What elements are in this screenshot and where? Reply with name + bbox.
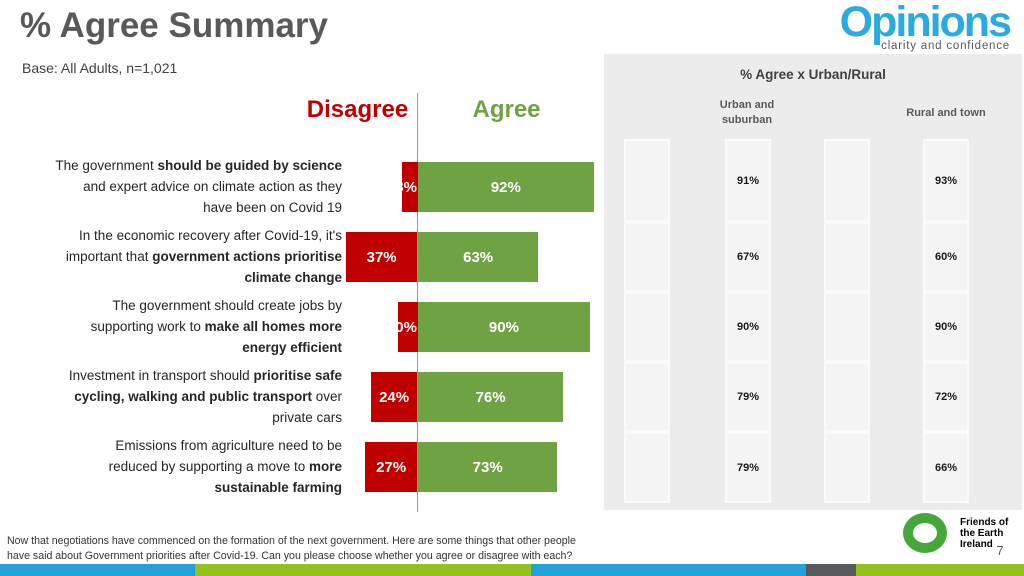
footer-strip-segment [856,564,1024,576]
statement-text: The government should be guided by scien… [2,155,342,218]
footer-strip-segment [0,564,195,576]
footer-strip-segment [531,564,806,576]
statement-segment: more [308,459,342,474]
statement-segment: reduced by supporting a move to [108,459,309,474]
statement-segment: cycling, walking and public transport [74,389,312,404]
statement-segment: Emissions from agriculture need to be [115,438,342,453]
disagree-bar: 8% [395,162,418,212]
footer-strip-segment [195,564,531,576]
friends-of-the-earth-logo-icon [903,513,947,553]
disagree-bar: 24% [371,372,417,422]
statement-segment: In the economic recovery after Covid-19,… [79,228,342,243]
statement-segment: The government [55,158,158,173]
footer-color-strip [0,564,1024,576]
panel-value-cell: 79% [725,362,771,432]
agree-bar: 73% [418,442,558,492]
foe-line3: Ireland [960,539,993,551]
agree-bar: 92% [418,162,594,212]
panel-value-cell: 90% [923,292,969,362]
disagree-header: Disagree [306,96,409,123]
statement-segment: over [311,389,342,404]
disagree-bar: 37% [346,232,417,282]
opinions-tagline: clarity and confidence [881,40,1010,53]
panel-empty-cell [624,362,670,432]
statement-segment: prioritise safe [253,368,342,383]
statement-segment: have been on Covid 19 [203,200,342,215]
footnote: Now that negotiations have commenced on … [7,535,576,563]
page-number: 7 [996,543,1004,558]
friends-of-the-earth-logo-text: Friends of the Earth Ireland [960,517,1008,551]
statement-segment: supporting work to [90,319,205,334]
panel-empty-cell [824,292,870,362]
opinions-logo: Opinions clarity and confidence [839,0,1012,53]
foe-line1: Friends of [960,517,1009,528]
statement-text: Investment in transport should prioritis… [2,365,342,428]
agree-header: Agree [472,96,541,123]
disagree-bar: 10% [387,302,418,352]
panel-value-cell: 72% [923,362,969,432]
panel-value-cell: 93% [923,139,969,222]
page-title: % Agree Summary [20,6,328,45]
panel-value-cell: 79% [725,432,771,503]
column-header-urban: Urban and suburban [719,99,775,126]
panel-title: % Agree x Urban/Rural [740,67,886,82]
base-note: Base: All Adults, n=1,021 [22,60,178,76]
statement-text: Emissions from agriculture need to be red… [2,435,342,498]
statement-segment: climate change [244,270,342,285]
panel-empty-cell [824,222,870,292]
panel-empty-cell [824,362,870,432]
opinions-logo-text: Opinions [839,0,1012,46]
disagree-bar: 27% [365,442,417,492]
panel-empty-cell [624,139,670,222]
panel-empty-cell [624,292,670,362]
panel-empty-cell [824,139,870,222]
statement-segment: important that [65,249,153,264]
panel-empty-cell [824,432,870,503]
statement-segment: private cars [272,410,342,425]
statement-segment: make all homes more [204,319,342,334]
panel-value-cell: 67% [725,222,771,292]
panel-value-cell: 90% [725,292,771,362]
panel-value-cell: 91% [725,139,771,222]
agree-bar: 63% [418,232,539,282]
statement-segment: should be guided by science [157,158,342,173]
agree-bar: 90% [418,302,590,352]
foe-line2: the Earth [960,528,1004,540]
statement-segment: The government should create jobs by [112,298,342,313]
statement-segment: and expert advice on climate action as t… [83,179,342,194]
panel-value-cell: 66% [923,432,969,503]
footer-strip-segment [806,564,856,576]
panel-empty-cell [624,432,670,503]
column-header-rural: Rural and town [906,107,986,119]
panel-value-cell: 60% [923,222,969,292]
statement-segment: sustainable farming [214,480,342,495]
statement-segment: Investment in transport should [68,368,254,383]
statement-segment: energy efficient [242,340,342,355]
statement-text: The government should create jobs by supp… [2,295,342,358]
statement-text: In the economic recovery after Covid-19,… [2,225,342,288]
statement-segment: government actions prioritise [152,249,342,264]
urban-rural-panel: % Agree x Urban/Rural Urban and suburban… [604,54,1022,510]
agree-bar: 76% [418,372,564,422]
panel-empty-cell [624,222,670,292]
